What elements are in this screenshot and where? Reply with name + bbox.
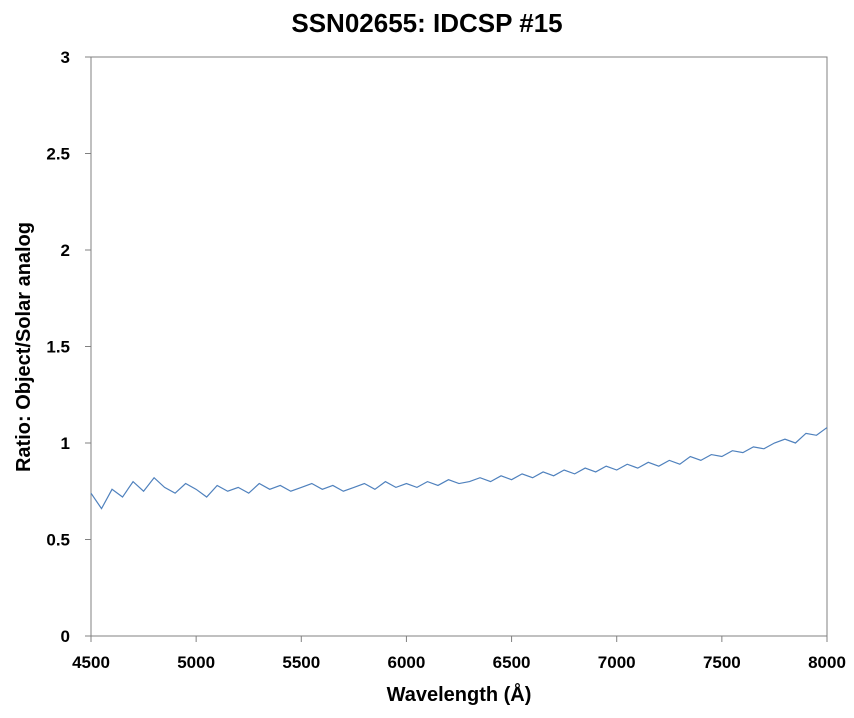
y-tick-label: 1 bbox=[61, 434, 70, 453]
x-tick-label: 7000 bbox=[598, 653, 636, 672]
x-tick-label: 4500 bbox=[72, 653, 110, 672]
x-axis-label: Wavelength (Å) bbox=[387, 682, 532, 706]
y-axis-ticks: 0 0.5 1 1.5 2 2.5 3 bbox=[46, 48, 91, 646]
spectrum-line bbox=[90, 427, 828, 510]
x-tick-label: 8000 bbox=[808, 653, 846, 672]
plot-area bbox=[90, 56, 828, 637]
x-tick-label: 7500 bbox=[703, 653, 741, 672]
y-tick-label: 2 bbox=[61, 241, 70, 260]
x-tick-label: 6500 bbox=[493, 653, 531, 672]
y-tick-label: 2.5 bbox=[46, 145, 70, 164]
x-tick-label: 6000 bbox=[388, 653, 426, 672]
y-axis-label: Ratio: Object/Solar analog bbox=[13, 222, 35, 472]
chart-title: SSN02655: IDCSP #15 bbox=[291, 8, 562, 38]
y-tick-label: 1.5 bbox=[46, 338, 70, 357]
x-tick-label: 5500 bbox=[282, 653, 320, 672]
x-axis-ticks: 4500 5000 5500 6000 6500 7000 7500 8000 bbox=[72, 636, 846, 672]
x-tick-label: 5000 bbox=[177, 653, 215, 672]
y-tick-label: 0 bbox=[61, 627, 70, 646]
y-tick-label: 0.5 bbox=[46, 531, 70, 550]
y-tick-label: 3 bbox=[61, 48, 70, 67]
